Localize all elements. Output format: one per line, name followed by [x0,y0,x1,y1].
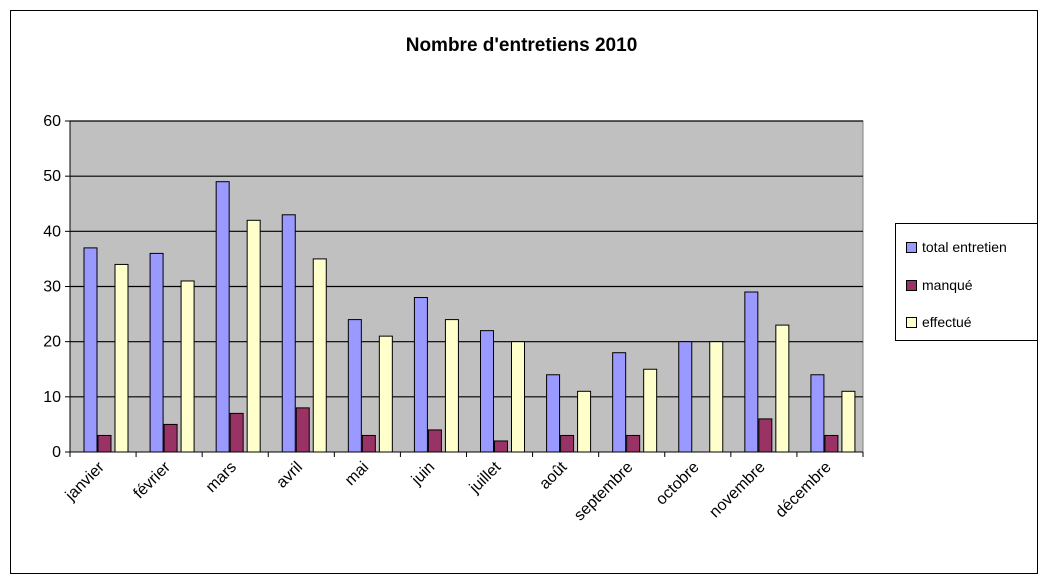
x-tick-label: janvier [62,458,109,505]
bar-2-4 [378,335,393,453]
bar-2-9 [709,341,724,453]
bar-2-8 [643,368,658,453]
bar-0-11 [810,374,825,453]
bar-0-6 [480,330,494,453]
bar-2-2 [246,219,261,453]
x-tick-label: mars [203,459,240,496]
bar-0-4 [347,319,362,453]
bar-2-6 [511,341,525,453]
legend-item-manque: manqué [906,276,973,294]
chart-legend: total entretien manqué effectué [895,223,1038,341]
x-tick-label: février [130,458,174,502]
bar-1-10 [758,418,773,453]
bar-1-7 [560,434,575,453]
y-tick-label: 10 [43,389,61,406]
y-tick-label: 40 [43,223,61,240]
legend-swatch-effectue [906,316,917,328]
bar-2-0 [114,263,129,453]
bar-0-0 [83,247,98,453]
bar-0-3 [281,214,296,453]
bar-2-3 [312,258,327,453]
legend-label-manque: manqué [922,277,973,293]
x-tick-label: octobre [653,459,703,509]
bar-2-11 [841,390,856,453]
bar-0-7 [546,374,561,453]
bar-1-5 [427,429,442,453]
y-tick-label: 60 [43,113,61,130]
x-tick-label: novembre [706,459,768,521]
bar-0-10 [744,291,759,453]
bar-1-11 [824,434,839,453]
bar-1-3 [295,407,310,453]
bar-1-6 [494,440,508,453]
x-tick-label: septembre [571,459,637,525]
bar-1-8 [626,434,641,453]
bar-1-4 [361,434,376,453]
x-tick-label: juin [408,459,438,489]
y-tick-label: 50 [43,168,61,185]
bar-1-1 [163,423,178,453]
bar-2-5 [444,319,459,453]
bar-1-2 [229,412,244,453]
bar-0-8 [612,352,627,453]
legend-swatch-manque [906,279,917,291]
bar-0-2 [215,181,230,453]
y-tick-label: 20 [43,334,61,351]
y-tick-label: 30 [43,279,61,296]
x-tick-label: avril [273,459,306,492]
legend-label-effectue: effectué [922,314,972,330]
x-tick-label: août [536,458,570,492]
x-tick-label: décembre [772,459,834,521]
bar-0-5 [413,297,428,453]
x-tick-label: juillet [466,458,505,497]
bar-0-9 [678,341,693,453]
legend-label-total: total entretien [922,239,1007,255]
bar-1-0 [97,434,112,453]
legend-item-total: total entretien [906,238,1007,256]
y-tick-label: 0 [52,444,61,461]
bar-2-7 [577,390,592,453]
legend-swatch-total [906,241,917,253]
bar-0-1 [149,252,164,453]
chart-title: Nombre d'entretiens 2010 [405,35,638,56]
legend-item-effectue: effectué [906,313,972,331]
x-tick-label: mai [342,459,372,489]
bar-2-10 [775,324,790,453]
bar-2-1 [180,280,195,453]
